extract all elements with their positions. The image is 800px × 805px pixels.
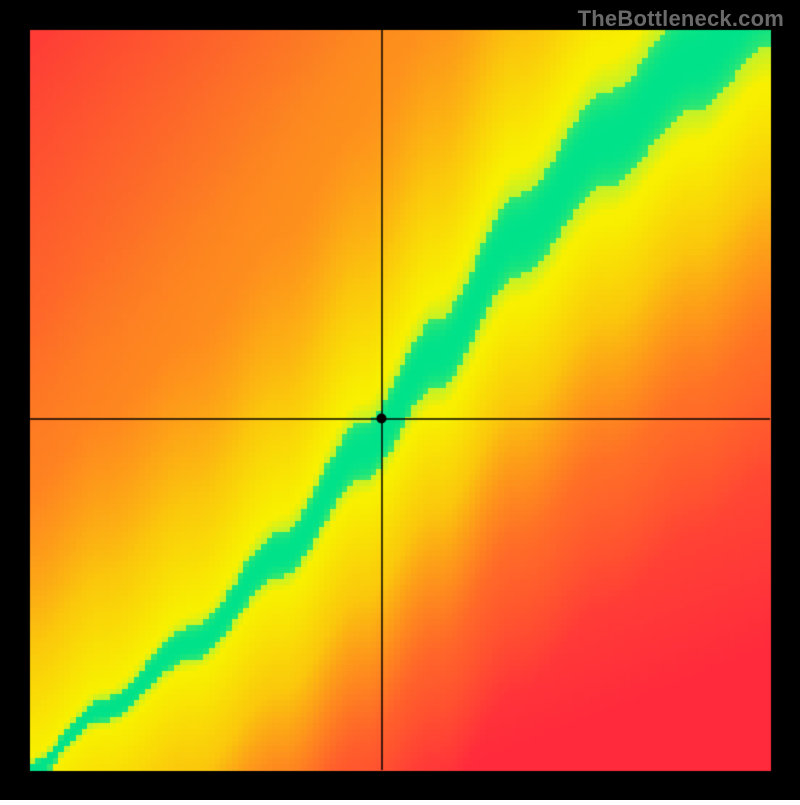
heatmap-canvas-wrap: [0, 0, 800, 805]
heatmap-canvas: [0, 0, 800, 800]
chart-container: TheBottleneck.com: [0, 0, 800, 800]
watermark-text: TheBottleneck.com: [578, 6, 784, 32]
